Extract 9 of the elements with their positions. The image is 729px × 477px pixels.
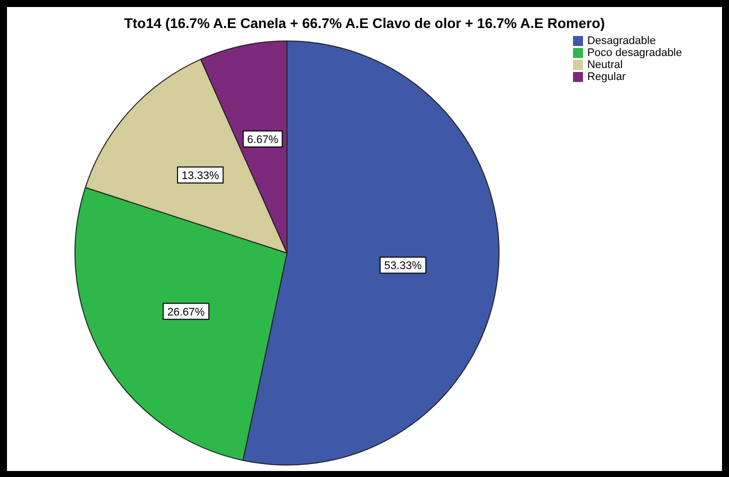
data-label: 53.33% — [384, 260, 422, 272]
data-label: 26.67% — [167, 306, 205, 318]
data-label: 6.67% — [247, 134, 279, 146]
legend-label: Desagradable — [587, 35, 656, 47]
legend-label: Neutral — [587, 59, 623, 71]
data-label: 13.33% — [182, 170, 220, 182]
legend-label: Regular — [587, 71, 626, 83]
chart-title: Tto14 (16.7% A.E Canela + 66.7% A.E Clavo de olor + 16.7% A.E Romero) — [123, 15, 606, 33]
legend-label: Poco desagradable — [587, 47, 682, 59]
